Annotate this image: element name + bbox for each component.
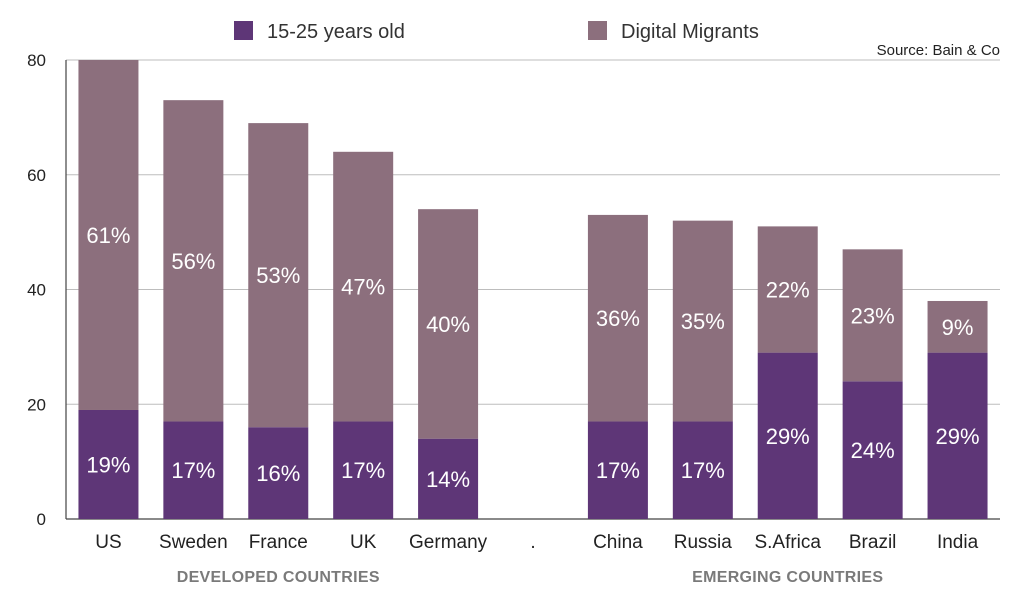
bar-segment bbox=[78, 60, 139, 410]
bar-segment bbox=[418, 438, 479, 519]
data-label: 29% bbox=[766, 424, 810, 449]
bar-segment bbox=[163, 100, 224, 422]
data-label: 61% bbox=[86, 223, 130, 248]
y-tick-label: 60 bbox=[27, 166, 46, 185]
data-label: 36% bbox=[596, 306, 640, 331]
bar-segment bbox=[927, 352, 988, 519]
data-label: 14% bbox=[426, 467, 470, 492]
bar-segment bbox=[333, 421, 394, 519]
bars: 19% 61% 17% 56% 16% 53% 17% 47% 14% 40% 17% 36% 17% 3… bbox=[78, 60, 988, 519]
x-tick-label: France bbox=[249, 532, 308, 553]
x-axis: US Sweden France UK Germany. China Russia S.Afr… bbox=[95, 532, 978, 553]
bar-segment bbox=[587, 214, 648, 422]
data-label: 17% bbox=[171, 458, 215, 483]
y-tick-label: 80 bbox=[27, 51, 46, 70]
data-label: 23% bbox=[851, 303, 895, 328]
group-labels: DEVELOPED COUNTRIES EMERGING COUNTRIES bbox=[177, 569, 883, 586]
legend-label: 15-25 years old bbox=[267, 21, 405, 43]
y-axis: 0 20 40 60 80 bbox=[27, 51, 67, 529]
x-tick-label: S.Africa bbox=[754, 532, 821, 553]
bar-segment bbox=[78, 409, 139, 519]
data-label: 53% bbox=[256, 263, 300, 288]
bar-segment bbox=[672, 220, 733, 422]
group-label: DEVELOPED COUNTRIES bbox=[177, 569, 380, 586]
legend: 15-25 years old Digital Migrants bbox=[234, 21, 759, 43]
bar-segment bbox=[757, 352, 818, 519]
data-label: 47% bbox=[341, 275, 385, 300]
bar-segment bbox=[418, 209, 479, 439]
bar-segment bbox=[587, 421, 648, 519]
data-label: 17% bbox=[681, 458, 725, 483]
bar-segment bbox=[757, 226, 818, 353]
data-label: 35% bbox=[681, 309, 725, 334]
x-tick-label: . bbox=[530, 532, 535, 553]
x-tick-label: Russia bbox=[674, 532, 733, 553]
bar-segment bbox=[842, 249, 903, 382]
bar-segment bbox=[163, 421, 224, 519]
data-label: 17% bbox=[341, 458, 385, 483]
data-label: 56% bbox=[171, 249, 215, 274]
source-note: Source: Bain & Co bbox=[877, 42, 1000, 59]
legend-label: Digital Migrants bbox=[621, 21, 759, 43]
y-tick-label: 40 bbox=[27, 281, 46, 300]
x-tick-label: Brazil bbox=[849, 532, 897, 553]
x-tick-label: India bbox=[937, 532, 979, 553]
data-label: 17% bbox=[596, 458, 640, 483]
x-tick-label: China bbox=[593, 532, 643, 553]
bar-segment bbox=[248, 123, 309, 428]
data-label: 16% bbox=[256, 461, 300, 486]
data-label: 24% bbox=[851, 438, 895, 463]
bar-segment bbox=[672, 421, 733, 519]
bar-segment bbox=[842, 381, 903, 519]
x-tick-label: UK bbox=[350, 532, 377, 553]
y-tick-label: 0 bbox=[37, 510, 46, 529]
data-label: 19% bbox=[86, 452, 130, 477]
data-label: 9% bbox=[942, 315, 974, 340]
legend-swatch bbox=[234, 21, 253, 40]
bar-segment bbox=[333, 151, 394, 422]
x-tick-label: US bbox=[95, 532, 121, 553]
bar-segment bbox=[927, 300, 988, 353]
x-tick-label: Sweden bbox=[159, 532, 228, 553]
data-label: 29% bbox=[936, 424, 980, 449]
bar-segment bbox=[248, 427, 309, 519]
data-label: 22% bbox=[766, 278, 810, 303]
y-tick-label: 20 bbox=[27, 395, 46, 414]
x-tick-label: Germany bbox=[409, 532, 488, 553]
group-label: EMERGING COUNTRIES bbox=[692, 569, 883, 586]
data-label: 40% bbox=[426, 312, 470, 337]
legend-swatch bbox=[588, 21, 607, 40]
